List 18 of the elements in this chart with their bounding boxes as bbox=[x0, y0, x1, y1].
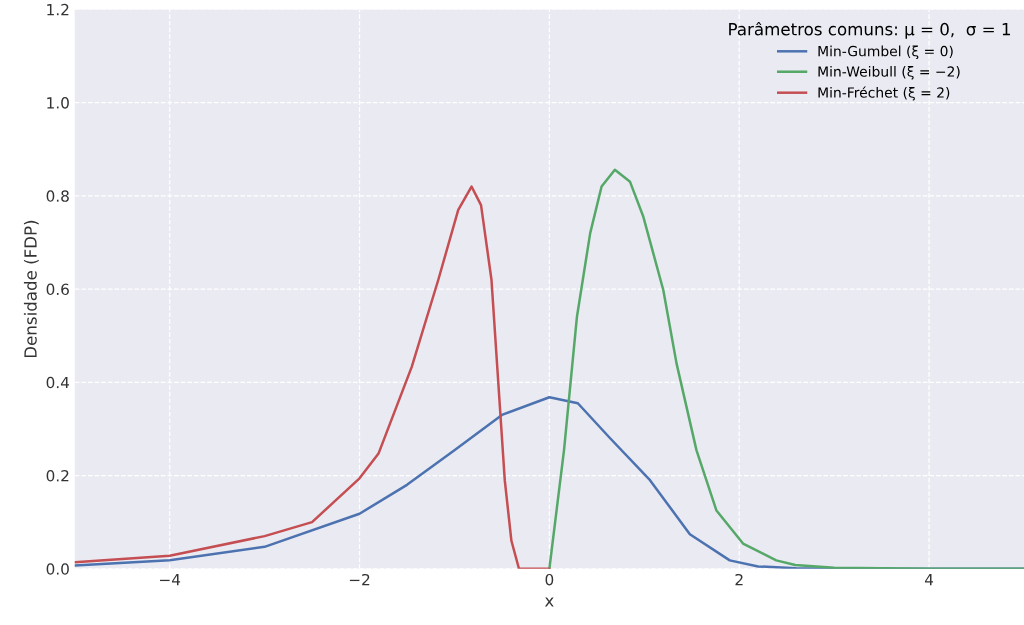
x-tick-label: 0 bbox=[545, 573, 554, 586]
y-tick-label: 0.0 bbox=[46, 563, 69, 575]
legend-label: Min-Weibull (ξ = −2) bbox=[818, 66, 960, 80]
y-tick-label: 1.0 bbox=[47, 97, 69, 109]
y-tick-label: 0.8 bbox=[46, 190, 69, 202]
y-tick-label: 0.2 bbox=[46, 469, 69, 482]
legend-title: Parâmetros comuns: μ = 0, σ = 1 bbox=[729, 21, 1010, 39]
y-tick-label: 1.2 bbox=[47, 3, 69, 16]
legend-label: Min-Gumbel (ξ = 0) bbox=[818, 45, 953, 60]
legend-label: Min-Fréchet (ξ = 2) bbox=[818, 86, 950, 101]
y-tick-label: 0.4 bbox=[46, 376, 70, 389]
x-tick-label: −4 bbox=[160, 574, 181, 586]
x-tick-label: 2 bbox=[735, 573, 743, 586]
x-tick-label: −2 bbox=[349, 573, 370, 586]
x-axis-title: x bbox=[544, 597, 554, 607]
x-tick-label: 4 bbox=[924, 574, 934, 586]
y-tick-label: 0.6 bbox=[46, 283, 69, 296]
y-axis-title: Densidade (FDP) bbox=[23, 220, 39, 358]
